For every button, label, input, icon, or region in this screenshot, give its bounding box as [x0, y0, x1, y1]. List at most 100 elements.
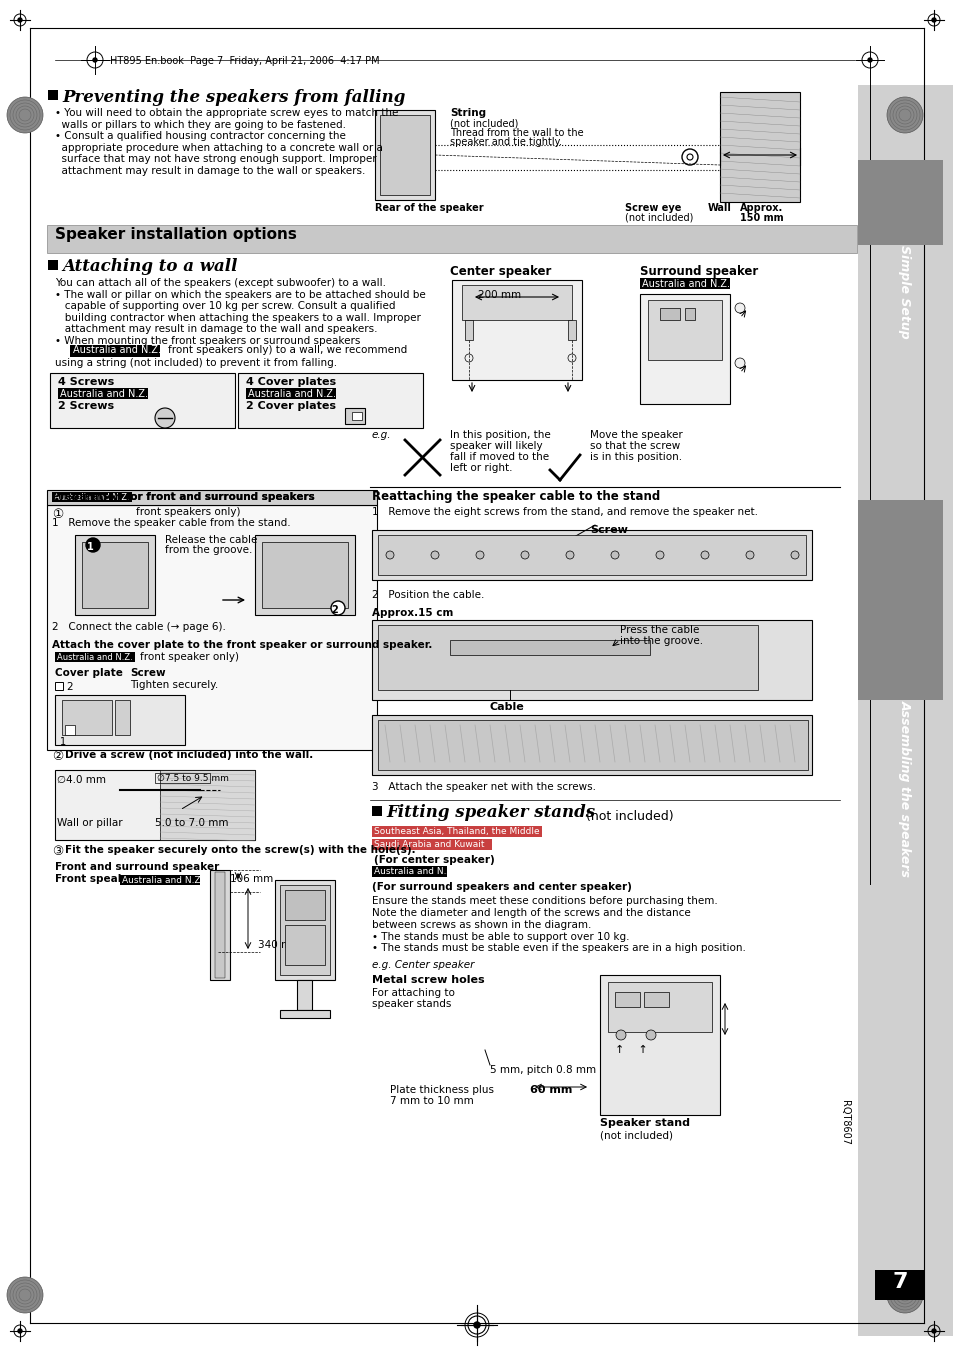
Text: Simple Setup: Simple Setup: [898, 245, 910, 339]
Text: Cover plate: Cover plate: [55, 667, 123, 678]
Bar: [47, 505, 376, 750]
Text: using a string (not included) to prevent it from falling.: using a string (not included) to prevent…: [55, 358, 336, 367]
Text: 1: 1: [87, 542, 93, 553]
Bar: [75, 535, 154, 615]
Bar: [372, 715, 811, 775]
Text: Move the speaker: Move the speaker: [589, 430, 682, 440]
Text: 5 mm, pitch 0.8 mm: 5 mm, pitch 0.8 mm: [490, 1065, 596, 1075]
Text: (not included): (not included): [599, 1129, 672, 1140]
Circle shape: [476, 551, 483, 559]
Bar: [154, 773, 210, 784]
Bar: [379, 115, 430, 195]
Bar: [372, 839, 492, 850]
Text: 150 mm: 150 mm: [740, 213, 782, 223]
Bar: [262, 542, 348, 608]
Text: ↑    ↑: ↑ ↑: [615, 1046, 647, 1055]
Bar: [567, 320, 576, 340]
Text: RQT8607: RQT8607: [840, 1100, 849, 1146]
Text: Australia and N.Z.: Australia and N.Z.: [60, 389, 148, 399]
Text: • The stands must be stable even if the speakers are in a high position.: • The stands must be stable even if the …: [372, 943, 745, 952]
Circle shape: [154, 408, 174, 428]
Bar: [352, 412, 361, 420]
Text: front speaker only): front speaker only): [140, 653, 239, 662]
Text: is in this position.: is in this position.: [589, 453, 681, 462]
Bar: [48, 91, 58, 100]
Text: front speakers only) to a wall, we recommend: front speakers only) to a wall, we recom…: [168, 345, 407, 355]
Text: Thread from the wall to the: Thread from the wall to the: [450, 128, 583, 138]
Text: Wall: Wall: [707, 203, 731, 213]
Text: String: String: [450, 108, 486, 118]
Text: front speakers only): front speakers only): [136, 507, 240, 517]
Bar: [857, 500, 942, 700]
Bar: [874, 1270, 924, 1300]
Text: 3   Attach the speaker net with the screws.: 3 Attach the speaker net with the screws…: [372, 782, 596, 792]
Circle shape: [474, 1323, 479, 1328]
Bar: [115, 700, 130, 735]
Bar: [464, 320, 473, 340]
Text: e.g. Center speaker: e.g. Center speaker: [372, 961, 474, 970]
Circle shape: [386, 551, 394, 559]
Bar: [296, 979, 312, 1011]
Circle shape: [734, 303, 744, 313]
Text: Screw: Screw: [589, 526, 627, 535]
Text: (not included): (not included): [450, 118, 517, 128]
Text: Screw eye: Screw eye: [624, 203, 680, 213]
Bar: [274, 880, 335, 979]
Text: 2   Position the cable.: 2 Position the cable.: [372, 590, 484, 600]
Text: Australia and N.Z.: Australia and N.Z.: [248, 389, 335, 399]
Bar: [62, 700, 112, 735]
Bar: [372, 825, 541, 838]
Circle shape: [931, 18, 935, 22]
Bar: [372, 620, 811, 700]
Bar: [55, 694, 185, 744]
Text: ∅7.5 to 9.5 mm: ∅7.5 to 9.5 mm: [157, 774, 229, 784]
Bar: [47, 490, 376, 505]
Text: Front speaker: Front speaker: [55, 874, 136, 884]
Circle shape: [474, 1323, 479, 1328]
Circle shape: [565, 551, 574, 559]
Text: 2   Connect the cable (→ page 6).: 2 Connect the cable (→ page 6).: [52, 621, 226, 632]
Bar: [461, 285, 572, 320]
Circle shape: [92, 58, 97, 62]
Text: ∅4.0 mm: ∅4.0 mm: [57, 775, 106, 785]
Text: from the groove.: from the groove.: [165, 544, 253, 555]
Text: 60 mm: 60 mm: [530, 1085, 572, 1096]
Bar: [280, 885, 330, 975]
Text: speaker and tie tightly.: speaker and tie tightly.: [450, 136, 561, 147]
Bar: [647, 300, 721, 359]
Bar: [58, 388, 148, 399]
Text: Reattaching the speaker cable to the stand: Reattaching the speaker cable to the sta…: [372, 490, 659, 503]
Bar: [52, 492, 132, 503]
Text: 1   Remove the speaker cable from the stand.: 1 Remove the speaker cable from the stan…: [52, 517, 291, 528]
Bar: [372, 866, 447, 877]
Text: ③: ③: [52, 844, 63, 858]
Bar: [82, 542, 148, 608]
Bar: [210, 870, 230, 979]
Bar: [857, 85, 953, 1336]
Bar: [254, 535, 355, 615]
Bar: [452, 280, 581, 380]
Text: Front and surround speaker: Front and surround speaker: [55, 862, 219, 871]
Bar: [55, 770, 254, 840]
Text: Approx.15 cm: Approx.15 cm: [372, 608, 453, 617]
Bar: [615, 992, 639, 1006]
Bar: [372, 807, 381, 816]
Circle shape: [645, 1029, 656, 1040]
Circle shape: [567, 354, 576, 362]
Text: Australia and N.Z.: Australia and N.Z.: [54, 493, 130, 503]
Text: Preparation for front and surround speakers: Preparation for front and surround speak…: [52, 492, 314, 503]
Circle shape: [886, 1277, 923, 1313]
Text: fall if moved to the: fall if moved to the: [450, 453, 549, 462]
Bar: [857, 159, 942, 245]
Text: Australia and N.Z.: Australia and N.Z.: [641, 280, 729, 289]
Text: Preventing the speakers from falling: Preventing the speakers from falling: [62, 89, 405, 105]
Bar: [50, 373, 234, 428]
Text: Screw: Screw: [130, 667, 166, 678]
Bar: [643, 992, 668, 1006]
Text: Approx.: Approx.: [740, 203, 782, 213]
Bar: [237, 373, 422, 428]
Text: speaker stands: speaker stands: [372, 998, 451, 1009]
Text: so that the screw: so that the screw: [589, 440, 679, 451]
Text: Note the diameter and length of the screws and the distance: Note the diameter and length of the scre…: [372, 908, 690, 917]
Bar: [377, 720, 807, 770]
